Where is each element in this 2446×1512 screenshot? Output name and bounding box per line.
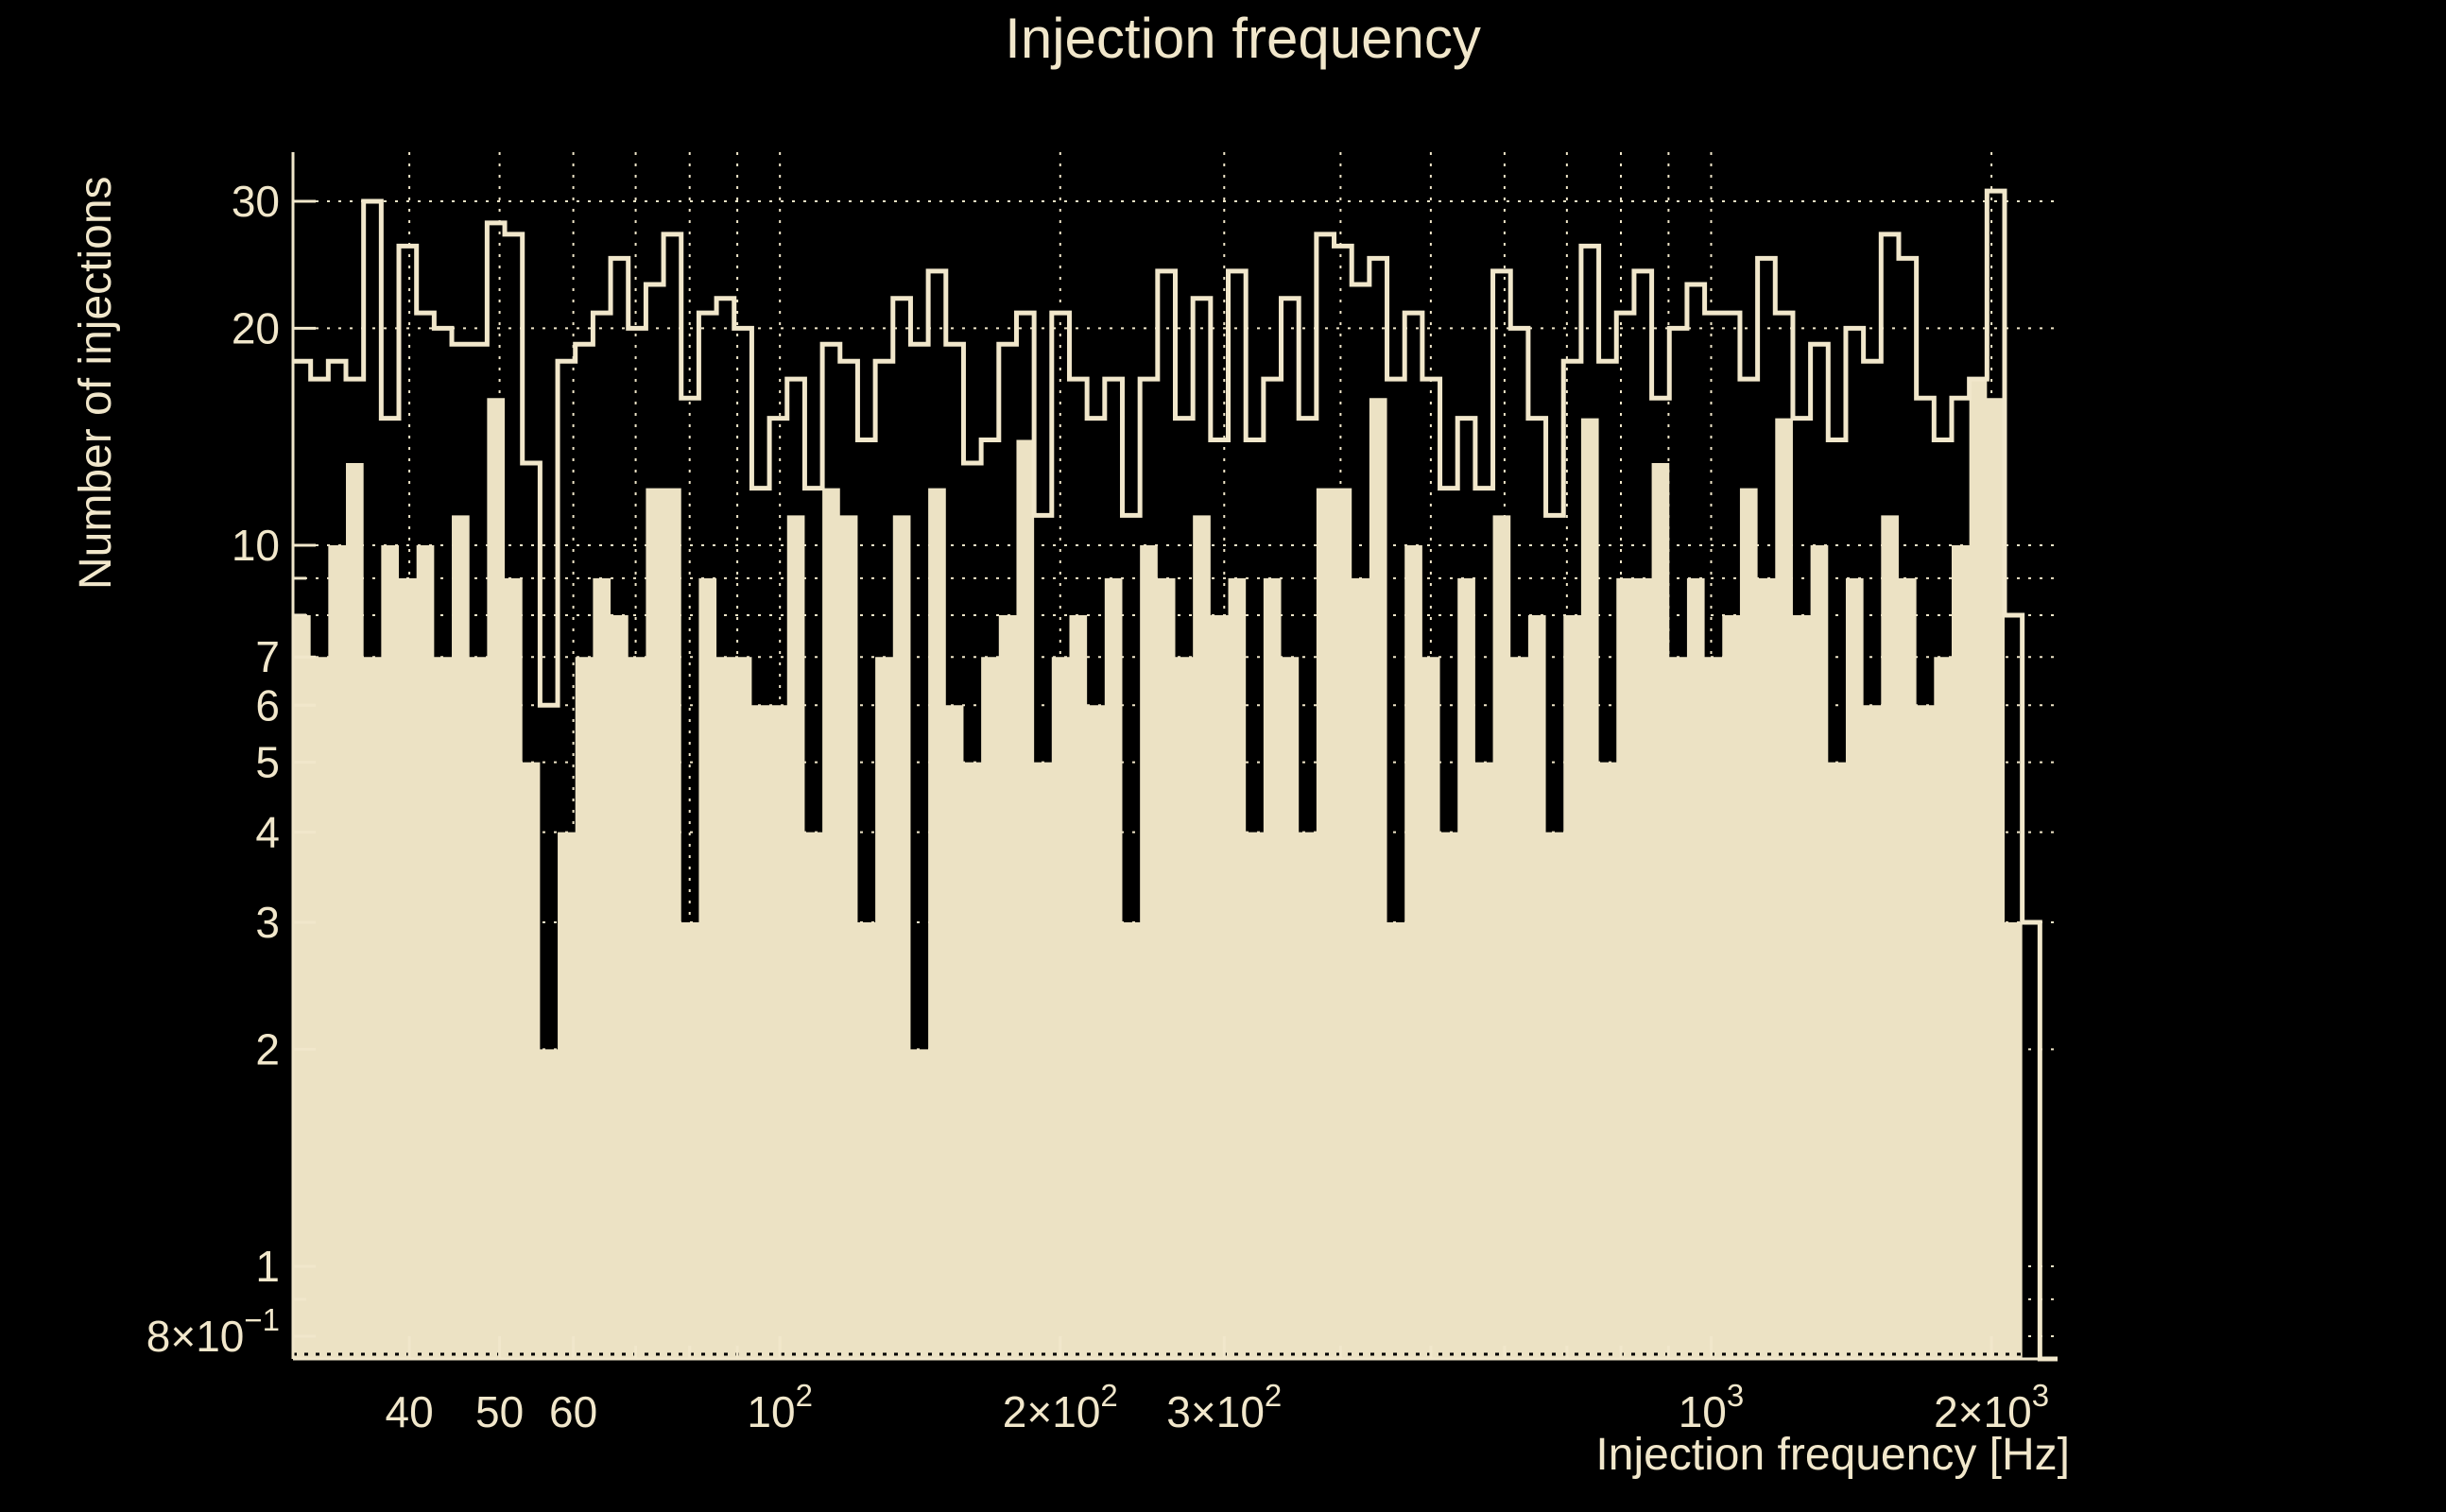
y-tick-label: 1 — [255, 1242, 280, 1291]
y-tick-label: 7 — [255, 632, 280, 681]
y-tick-label: 2 — [255, 1024, 280, 1074]
x-tick-label: 50 — [475, 1387, 524, 1436]
x-tick-label: 60 — [549, 1387, 597, 1436]
y-tick-label: 3 — [255, 898, 280, 947]
x-tick-label: 40 — [386, 1387, 434, 1436]
y-tick-label: 10 — [232, 521, 280, 570]
y-tick-label: 8×10−1 — [146, 1302, 280, 1361]
x-tick-label: 2×102 — [1003, 1378, 1118, 1436]
filled-histogram — [293, 379, 2023, 1359]
x-axis-title: Injection frequency [Hz] — [1595, 1430, 2070, 1480]
y-tick-label: 30 — [232, 177, 280, 226]
chart-title: Injection frequency — [1005, 7, 1481, 70]
y-tick-label: 6 — [255, 680, 280, 730]
y-tick-label: 20 — [232, 303, 280, 352]
y-tick-label: 5 — [255, 738, 280, 787]
x-tick-label: 103 — [1679, 1378, 1745, 1436]
x-tick-label: 2×103 — [1934, 1378, 2049, 1436]
y-tick-label: 4 — [255, 808, 280, 857]
x-tick-label: 3×102 — [1166, 1378, 1282, 1436]
x-tick-label: 102 — [747, 1378, 813, 1436]
outline-histogram — [293, 188, 2058, 1362]
